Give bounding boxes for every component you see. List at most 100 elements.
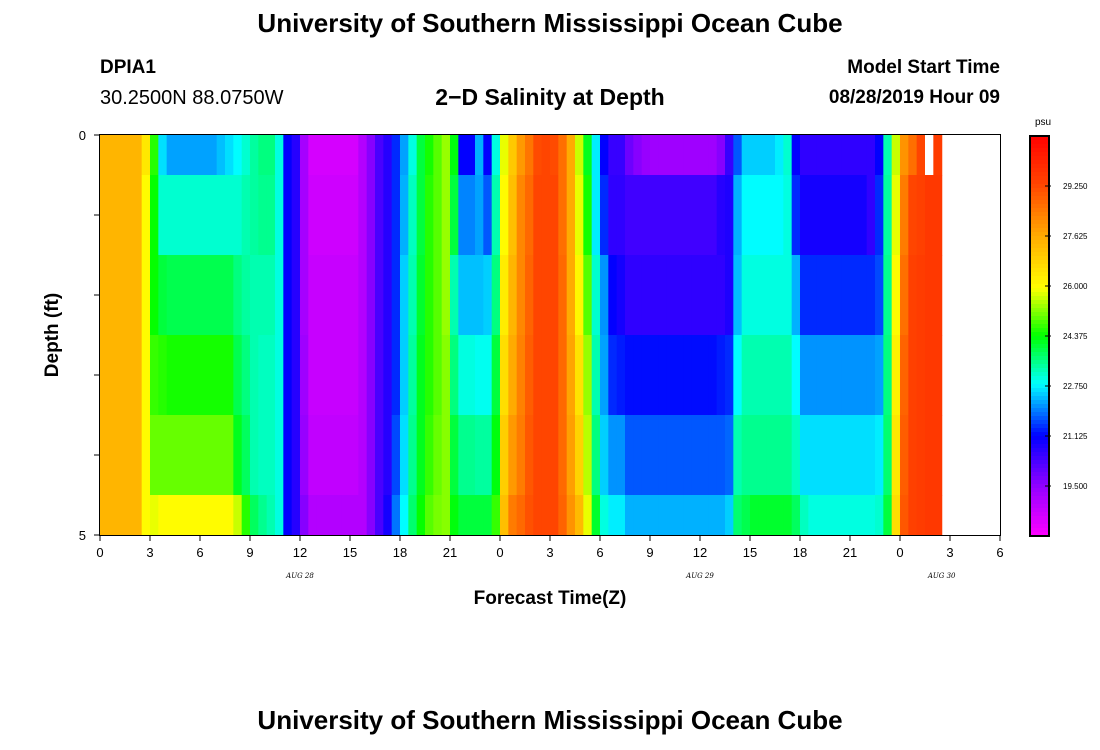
heatmap-cell xyxy=(466,255,476,336)
heatmap-cell xyxy=(283,495,293,536)
heatmap-cell xyxy=(300,415,309,496)
heatmap-cell xyxy=(558,335,568,416)
heatmap-cell xyxy=(783,495,793,536)
colorbar-swatch xyxy=(1030,152,1049,157)
heatmap-cell xyxy=(625,135,634,176)
heatmap-cell xyxy=(683,255,693,336)
heatmap-cell xyxy=(241,255,251,336)
heatmap-cell xyxy=(650,495,659,536)
heatmap-cell xyxy=(708,255,718,336)
heatmap-cell xyxy=(616,135,626,176)
heatmap-cell xyxy=(308,495,318,536)
heatmap-cell xyxy=(866,135,876,176)
colorbar-swatch xyxy=(1030,340,1049,345)
colorbar-swatch xyxy=(1030,324,1049,329)
heatmap-cell xyxy=(833,255,843,336)
heatmap-cell xyxy=(833,495,843,536)
heatmap-cell xyxy=(116,335,126,416)
heatmap-cell xyxy=(675,135,684,176)
heatmap-cell xyxy=(558,415,568,496)
heatmap-cell xyxy=(741,255,751,336)
heatmap-cell xyxy=(558,495,568,536)
heatmap-cell xyxy=(258,135,268,176)
heatmap-cell xyxy=(541,495,551,536)
x-tick-label: 18 xyxy=(793,545,807,560)
colorbar-swatch xyxy=(1030,404,1049,409)
heatmap-cell xyxy=(775,135,784,176)
heatmap-cell xyxy=(791,335,801,416)
heatmap-cell xyxy=(333,415,343,496)
heatmap-cell xyxy=(583,135,593,176)
heatmap-cell xyxy=(875,255,884,336)
heatmap-cell xyxy=(758,175,768,256)
heatmap-cell xyxy=(725,175,734,256)
heatmap-cell xyxy=(250,495,259,536)
heatmap-cell xyxy=(225,335,234,416)
heatmap-cell xyxy=(400,335,409,416)
heatmap-cell xyxy=(116,255,126,336)
heatmap-cell xyxy=(300,495,309,536)
heatmap-cell xyxy=(766,415,776,496)
heatmap-cell xyxy=(725,495,734,536)
heatmap-cell xyxy=(166,255,176,336)
colorbar-swatch xyxy=(1030,308,1049,313)
heatmap-cell xyxy=(858,255,868,336)
heatmap-cell xyxy=(258,255,268,336)
heatmap-cell xyxy=(133,255,143,336)
colorbar-swatch xyxy=(1030,268,1049,273)
heatmap-cell xyxy=(308,175,318,256)
heatmap-cell xyxy=(858,135,868,176)
heatmap-cell xyxy=(133,335,143,416)
heatmap-cell xyxy=(625,495,634,536)
heatmap-cell xyxy=(741,415,751,496)
heatmap-cell xyxy=(116,175,126,256)
heatmap-cell xyxy=(241,495,251,536)
heatmap-cell xyxy=(208,255,218,336)
heatmap-cell xyxy=(391,175,401,256)
colorbar-swatch xyxy=(1030,300,1049,305)
heatmap-cell xyxy=(633,135,643,176)
heatmap-cell xyxy=(533,335,543,416)
y-axis: 05 xyxy=(79,128,100,543)
heatmap-cell xyxy=(900,415,909,496)
heatmap-cell xyxy=(433,335,443,416)
heatmap-cell xyxy=(216,255,226,336)
heatmap-cell xyxy=(891,415,901,496)
heatmap-cell xyxy=(483,495,493,536)
heatmap-cell xyxy=(691,495,701,536)
heatmap-cell xyxy=(533,495,543,536)
heatmap-cell xyxy=(341,135,351,176)
colorbar-swatch xyxy=(1030,400,1049,405)
colorbar-unit: psu xyxy=(1035,117,1051,128)
heatmap-cell xyxy=(208,495,218,536)
colorbar-swatch xyxy=(1030,148,1049,153)
heatmap-cell xyxy=(908,415,918,496)
heatmap-cell xyxy=(150,495,159,536)
heatmap-cell xyxy=(675,495,684,536)
heatmap-cell xyxy=(350,415,359,496)
station-location: 30.2500N 88.0750W xyxy=(100,87,284,109)
heatmap-cell xyxy=(183,135,193,176)
heatmap-cell xyxy=(583,175,593,256)
colorbar-tick-label: 24.375 xyxy=(1063,332,1088,341)
heatmap-cell xyxy=(600,175,609,256)
heatmap-cell xyxy=(516,175,526,256)
heatmap-cell xyxy=(525,495,534,536)
heatmap-cell xyxy=(641,255,651,336)
heatmap-cell xyxy=(466,135,476,176)
heatmap-cell xyxy=(683,415,693,496)
heatmap-cell xyxy=(475,255,484,336)
heatmap-cell xyxy=(158,255,168,336)
colorbar-tick-label: 19.500 xyxy=(1063,482,1088,491)
colorbar-swatch xyxy=(1030,484,1049,489)
heatmap-cell xyxy=(191,255,201,336)
colorbar-tick-label: 29.250 xyxy=(1063,182,1088,191)
heatmap-cell xyxy=(675,175,684,256)
heatmap-cell xyxy=(758,335,768,416)
heatmap-cell xyxy=(416,255,426,336)
colorbar-swatch xyxy=(1030,216,1049,221)
colorbar-swatch xyxy=(1030,504,1049,509)
heatmap-cell xyxy=(933,135,943,176)
heatmap-cell xyxy=(350,175,359,256)
heatmap-cell xyxy=(500,335,509,416)
